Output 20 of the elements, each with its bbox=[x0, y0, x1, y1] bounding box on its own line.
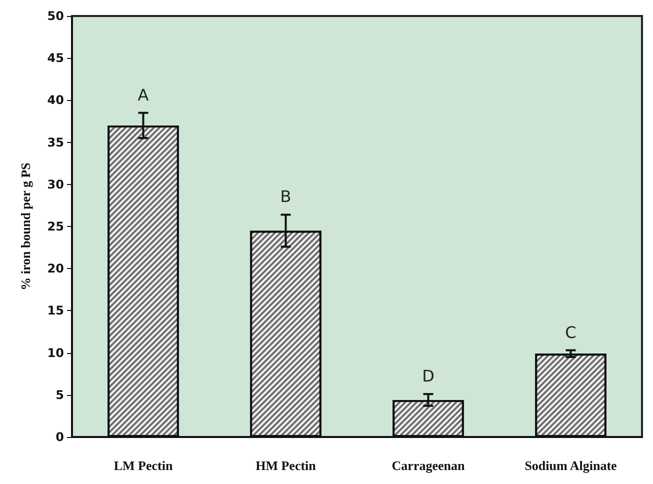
annotation: C bbox=[565, 322, 576, 342]
y-axis-title: % iron bound per g PS bbox=[18, 162, 33, 290]
y-tick-label: 45 bbox=[47, 51, 64, 66]
y-tick-label: 30 bbox=[47, 177, 64, 192]
x-tick-label: Carrageenan bbox=[392, 458, 466, 473]
y-tick-label: 15 bbox=[47, 304, 64, 318]
y-tick-label: 10 bbox=[47, 346, 64, 360]
y-tick-label: 25 bbox=[47, 220, 64, 234]
y-tick-label: 0 bbox=[56, 430, 64, 444]
annotation: A bbox=[138, 85, 149, 104]
y-tick-label: 50 bbox=[47, 9, 64, 23]
y-tick-label: 20 bbox=[47, 262, 64, 276]
y-tick-label: 35 bbox=[47, 135, 64, 150]
x-tick-label: Sodium Alginate bbox=[524, 458, 618, 473]
x-tick-label: HM Pectin bbox=[256, 458, 317, 473]
x-tick-label: LM Pectin bbox=[114, 458, 174, 473]
annotation: B bbox=[280, 187, 292, 206]
annotation: D bbox=[422, 366, 434, 386]
y-tick-label: 40 bbox=[47, 93, 64, 108]
y-tick-label: 5 bbox=[56, 388, 64, 402]
